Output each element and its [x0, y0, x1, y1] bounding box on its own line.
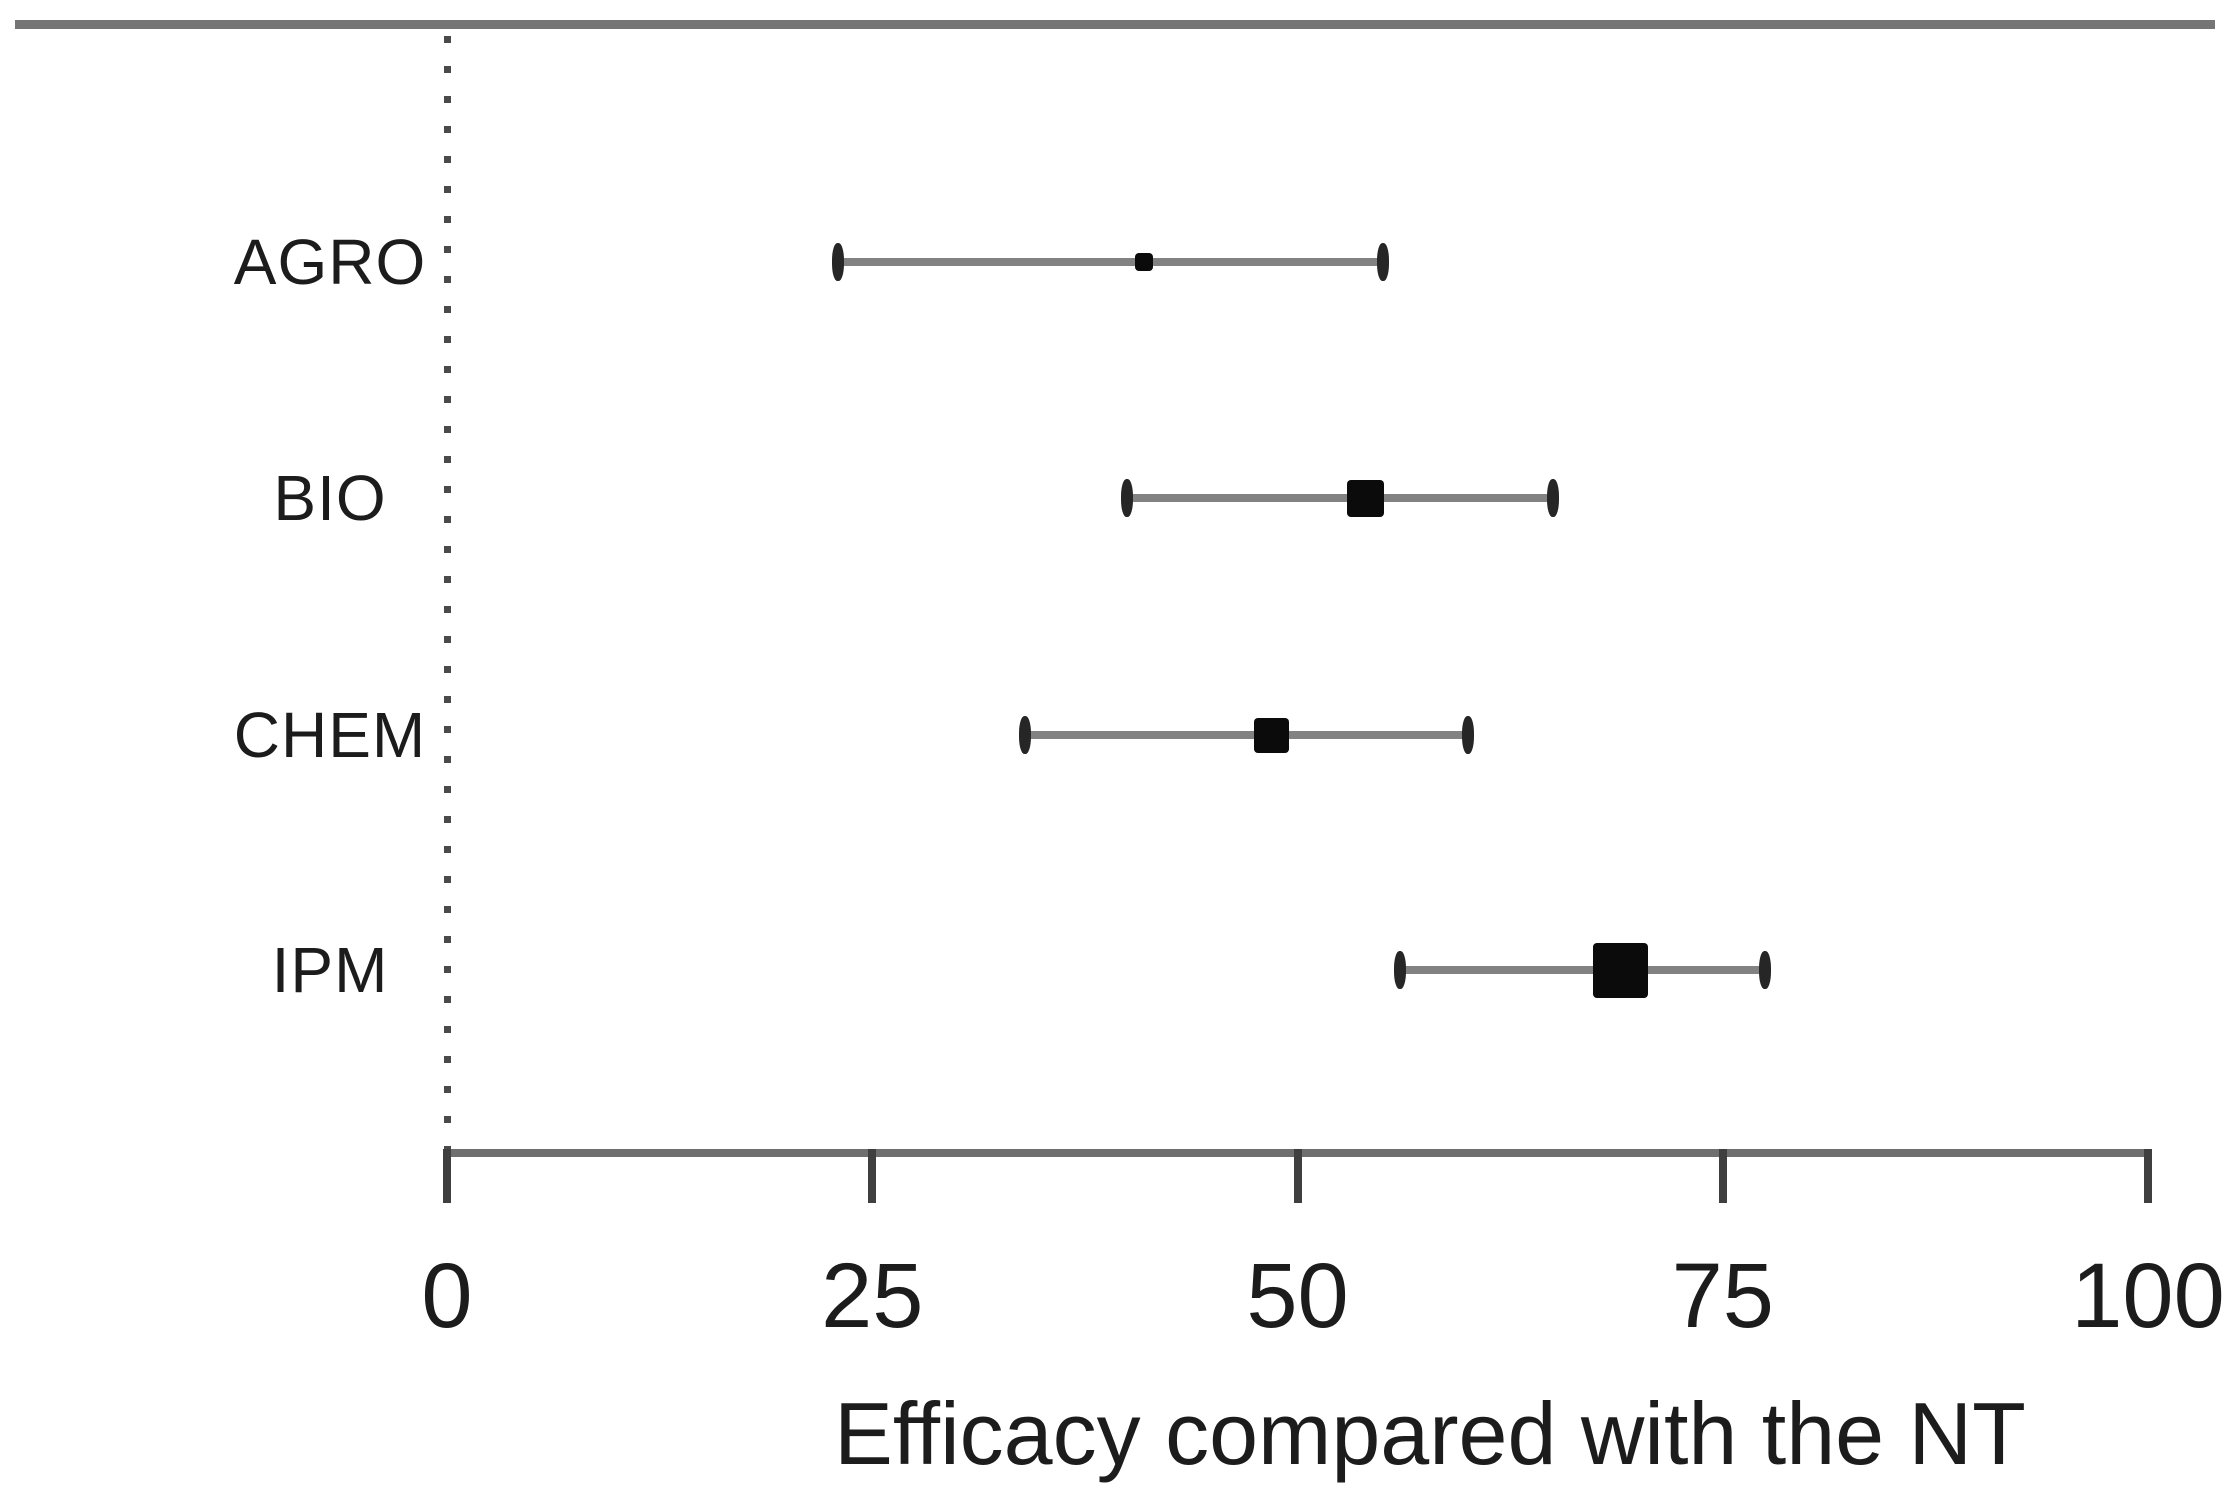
x-axis-tick-label: 25 [821, 1245, 924, 1347]
confidence-interval-bar [1399, 966, 1766, 974]
point-estimate-marker [1135, 253, 1154, 271]
top-border-rule [15, 20, 2215, 29]
ci-cap-left [1393, 951, 1406, 989]
category-label: BIO [273, 462, 387, 534]
x-axis-tick-label: 100 [2071, 1245, 2225, 1347]
point-estimate-marker [1254, 717, 1290, 753]
ci-cap-right [1461, 716, 1474, 754]
category-label: AGRO [233, 226, 427, 298]
category-label: IPM [271, 934, 389, 1006]
x-axis-tick-label: 50 [1246, 1245, 1349, 1347]
confidence-interval-bar [1127, 494, 1553, 502]
ci-cap-left [1121, 479, 1134, 517]
x-axis-tick-label: 75 [1671, 1245, 1774, 1347]
x-axis-tick-label: 0 [421, 1245, 473, 1347]
confidence-interval-bar [1025, 731, 1468, 739]
category-label: CHEM [233, 699, 427, 771]
x-axis-tick [868, 1149, 877, 1203]
x-axis-tick [443, 1149, 451, 1203]
x-axis-tick [2144, 1149, 2152, 1203]
ci-cap-left [1019, 716, 1032, 754]
ci-cap-right [1376, 243, 1389, 281]
confidence-interval-bar [838, 258, 1383, 266]
x-axis-tick [1293, 1149, 1302, 1203]
ci-cap-right [1546, 479, 1559, 517]
zero-reference-dotted-line [444, 36, 451, 1149]
x-axis-tick [1718, 1149, 1727, 1203]
point-estimate-marker [1347, 479, 1385, 517]
point-estimate-marker [1593, 942, 1649, 998]
x-axis-title: Efficacy compared with the NT [834, 1384, 2026, 1483]
ci-cap-right [1759, 951, 1772, 989]
ci-cap-left [832, 243, 845, 281]
